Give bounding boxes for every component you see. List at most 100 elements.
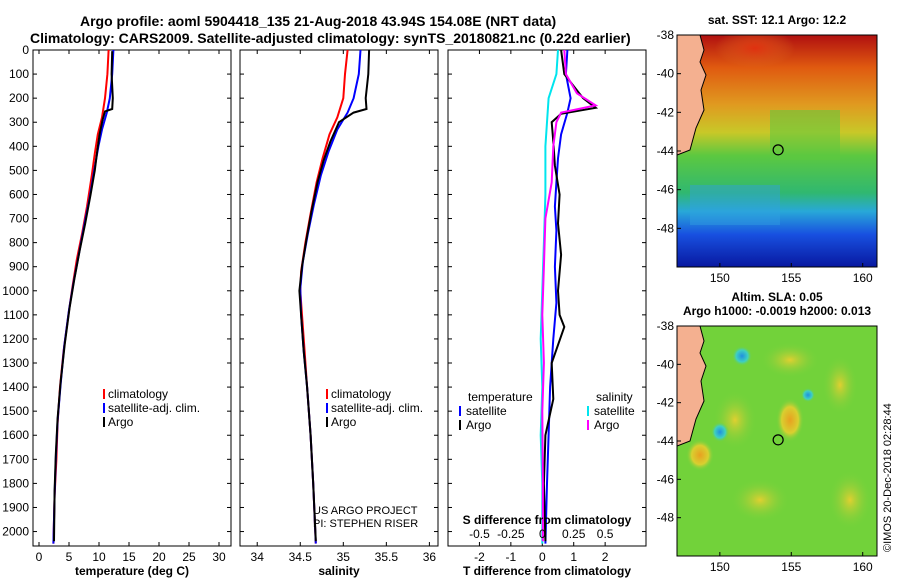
depth-tick-label: 1800 <box>2 476 29 490</box>
difference-legend-left-label: Argo <box>466 418 492 432</box>
difference-xtick-label: 2 <box>602 550 609 564</box>
difference-xtick2-label: 0.5 <box>597 527 614 541</box>
sla-map <box>676 325 878 557</box>
salinity-series-line <box>298 49 371 542</box>
sst_map-ytick-label: -40 <box>657 67 675 81</box>
depth-tick-label: 800 <box>9 236 29 250</box>
salinity-xtick-label: 35 <box>337 550 351 564</box>
depth-tick-label: 0 <box>22 43 29 57</box>
depth-tick-label: 1300 <box>2 356 29 370</box>
salinity-xlabel: salinity <box>318 564 360 578</box>
sla_map-ytick-label: -48 <box>657 511 675 525</box>
temperature-xtick-label: 0 <box>36 550 43 564</box>
salinity-legend-label: Argo <box>331 415 357 429</box>
sst-coastline <box>677 35 707 156</box>
sla-orange-eddy <box>686 439 714 471</box>
sla-cyan-eddy <box>801 388 815 402</box>
temperature-panel: 0100200300400500600700800900100011001200… <box>2 43 232 578</box>
temperature-xtick-label: 10 <box>92 550 106 564</box>
sla_map-ytick-label: -40 <box>657 357 675 371</box>
salinity-series-line <box>299 49 362 544</box>
salinity-xtick-label: 36 <box>423 550 437 564</box>
depth-tick-label: 200 <box>9 91 29 105</box>
difference-series-line <box>541 49 599 542</box>
difference-series-line <box>544 49 572 544</box>
difference-frame <box>447 49 647 547</box>
imos-credit: ©IMOS 20-Dec-2018 02:28:44 <box>882 403 894 552</box>
depth-tick-label: 1600 <box>2 428 29 442</box>
difference-series-line <box>542 49 599 542</box>
difference-xtick-label: -1 <box>506 550 517 564</box>
pi-annotation: PI: STEPHEN RISER <box>313 518 418 530</box>
project-annotation: US ARGO PROJECT <box>313 505 418 517</box>
sst_map-xtick-label: 160 <box>853 271 873 285</box>
sla_map-ytick-label: -46 <box>657 472 675 486</box>
title-line-1: Argo profile: aoml 5904418_135 21-Aug-20… <box>80 13 556 29</box>
depth-tick-label: 700 <box>9 212 29 226</box>
difference-xtick2-label: 0 <box>539 527 546 541</box>
sst_map-ytick-label: -46 <box>657 183 675 197</box>
temperature-series-line <box>52 49 110 544</box>
difference-xtick-label: 1 <box>570 550 577 564</box>
sst-blue-patch <box>690 185 780 225</box>
sla_map-xtick-label: 150 <box>710 560 730 574</box>
difference-xlabel2: S difference from climatology <box>463 513 632 527</box>
difference-xtick-label: -2 <box>474 550 485 564</box>
depth-tick-label: 400 <box>9 139 29 153</box>
sla_map-ytick-label: -38 <box>657 319 675 333</box>
difference-xlabel: T difference from climatology <box>463 564 631 578</box>
temperature-frame <box>32 49 232 547</box>
salinity-legend-label: climatology <box>331 387 391 401</box>
difference-legend-left-label: satellite <box>466 404 507 418</box>
sla_map-ytick-label: -44 <box>657 434 675 448</box>
map-axes: 150 155 160 -38 -40 -42 -44 -46 -48 150 155 160 -38 -… <box>657 13 873 574</box>
salinity-legend-label: satellite-adj. clim. <box>331 401 423 415</box>
sla-orange-eddy <box>776 398 804 442</box>
depth-tick-label: 600 <box>9 187 29 201</box>
sla-coastline <box>677 326 707 447</box>
depth-tick-label: 500 <box>9 163 29 177</box>
sst_map-ytick-label: -44 <box>657 144 675 158</box>
temperature-xlabel: temperature (deg C) <box>75 564 189 578</box>
depth-tick-label: 1500 <box>2 404 29 418</box>
sst-green-patch <box>770 110 840 160</box>
temperature-legend-label: Argo <box>108 415 134 429</box>
temperature-xtick-label: 25 <box>182 550 196 564</box>
difference-xtick2-label: 0.25 <box>562 527 586 541</box>
salinity-frame <box>239 49 439 547</box>
depth-tick-label: 100 <box>9 67 29 81</box>
sla-cyan-eddy <box>711 422 729 442</box>
difference-xtick-label: 0 <box>539 550 546 564</box>
sst-map-title: sat. SST: 12.1 Argo: 12.2 <box>708 13 847 27</box>
difference-xtick2-label: -0.25 <box>497 527 525 541</box>
sst_map-ytick-label: -42 <box>657 105 675 119</box>
depth-tick-label: 300 <box>9 115 29 129</box>
depth-tick-label: 1400 <box>2 380 29 394</box>
sla_map-xtick-label: 160 <box>853 560 873 574</box>
depth-tick-label: 1900 <box>2 500 29 514</box>
sst_map-ytick-label: -48 <box>657 221 675 235</box>
temperature-xtick-label: 30 <box>212 550 226 564</box>
sla_map-ytick-label: -42 <box>657 396 675 410</box>
depth-tick-label: 2000 <box>2 525 29 539</box>
sla-blob <box>828 470 872 530</box>
sst-map <box>676 34 878 268</box>
salinity-xtick-label: 34 <box>251 550 265 564</box>
temperature-series-line <box>52 49 115 544</box>
temperature-legend-label: satellite-adj. clim. <box>108 401 200 415</box>
temperature-xtick-label: 15 <box>122 550 136 564</box>
salinity-xtick-label: 34.5 <box>289 550 313 564</box>
temperature-xtick-label: 20 <box>152 550 166 564</box>
depth-tick-label: 900 <box>9 260 29 274</box>
sla_map-xtick-label: 155 <box>781 560 801 574</box>
depth-tick-label: 1700 <box>2 452 29 466</box>
difference-legend-left-title: temperature <box>468 390 533 404</box>
temperature-legend-label: climatology <box>108 387 168 401</box>
sla-blob <box>730 478 790 522</box>
title-line-2: Climatology: CARS2009. Satellite-adjuste… <box>30 30 631 46</box>
sst_map-xtick-label: 155 <box>781 271 801 285</box>
depth-tick-label: 1100 <box>3 308 29 322</box>
profile-charts: 0100200300400500600700800900100011001200… <box>2 43 647 578</box>
sla_map-argo-marker <box>772 434 784 446</box>
